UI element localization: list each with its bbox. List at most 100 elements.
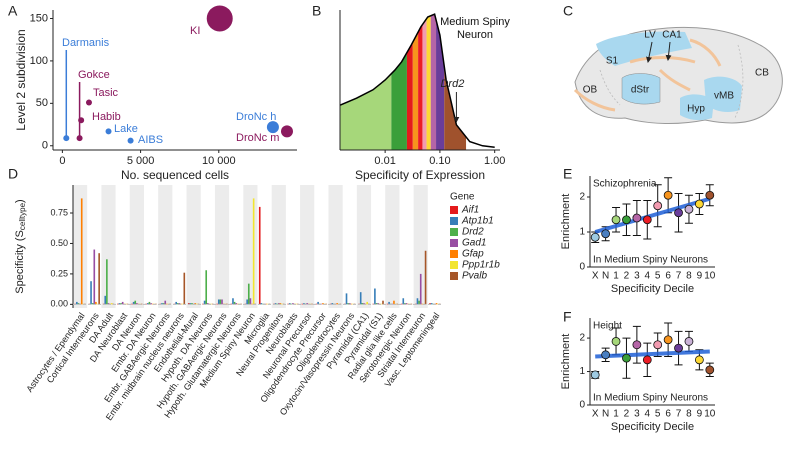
y-tick-label: 0.75 [50,207,68,217]
legend-swatch [450,228,458,236]
point [76,135,83,142]
y-tick-label: 1 [579,227,585,238]
point [694,355,704,365]
bar [251,303,253,305]
point [642,355,652,365]
point [601,229,611,239]
x-tick-label: 1 [613,271,619,282]
bar [416,298,419,305]
y-tick-label: 50 [36,97,48,109]
bar [98,253,100,305]
region-label: CB [755,68,769,79]
bar [258,206,261,305]
x-tick-label: 1 [613,409,619,420]
region-label: dStr [631,85,650,96]
x-axis-label: Specificity Decile [611,421,694,433]
bar [96,303,99,305]
bar [404,303,406,305]
x-tick-label: N [602,409,609,420]
bar [145,303,148,305]
x-tick-label: 9 [697,409,703,420]
x-tick-label: X [592,409,599,420]
point-label: KI [190,25,200,37]
bar [297,303,299,305]
bar [247,283,250,305]
bar [288,303,291,305]
bar [276,303,278,305]
legend-label: Ppp1r1b [462,260,500,271]
bar [374,288,376,305]
bar [380,303,383,305]
bar [107,303,110,305]
point [622,215,631,225]
point [684,337,694,346]
region-label: CA1 [662,30,682,41]
bar [90,281,92,305]
legend-label: Gad1 [462,238,486,249]
decile-band [444,66,467,150]
point [127,137,134,144]
legend-label: Drd2 [462,227,484,238]
annotation: In Medium Spiny Neurons [593,255,708,266]
legend-swatch [450,217,458,225]
decile-band [426,15,431,150]
bar [95,301,97,305]
bar [363,303,365,305]
point-label: AIBS [138,134,163,146]
bar [194,303,197,305]
point [653,201,663,211]
bar [429,303,431,305]
stripe [243,185,258,308]
bar [306,303,308,305]
region-label: OB [583,85,598,96]
bar [230,303,233,305]
bar [290,303,293,305]
bar [402,298,405,305]
bar [279,303,282,305]
decile-band [391,52,407,151]
y-axis-label: Specificity (Scelltype) [14,199,27,293]
y-tick-label: 0 [579,262,585,273]
point [590,370,600,380]
bar [202,303,204,305]
bar [331,303,334,305]
x-tick-label: 10 [704,409,716,420]
panel-letter: E [563,166,572,182]
bar [187,303,190,305]
bar [175,301,178,305]
point [674,208,683,218]
bar [226,303,228,305]
legend-label: Aif1 [461,205,479,216]
stripe [356,185,372,308]
bar [292,303,294,305]
bar [435,303,438,305]
y-axis-label-sub: celltype [18,202,27,230]
bar [120,303,122,305]
stripe [328,185,343,308]
annotation: Schizophrenia [593,179,657,190]
bar [418,300,420,305]
bar [336,303,338,305]
legend-title: Gene [450,192,475,203]
bar [232,298,234,305]
y-tick-label: 0 [42,140,48,152]
bar [136,303,138,305]
bar [350,303,353,305]
trend-line [594,196,711,234]
bar [221,299,223,305]
y-tick-label: 150 [30,12,48,24]
x-tick-label: 10 [704,271,716,282]
point [590,232,600,242]
y-axis-label: Enrichment [560,194,572,250]
region-label: vMB [714,91,734,102]
bar [301,303,304,305]
point-label: Lake [114,123,138,135]
decile-band [430,14,437,150]
panel-letter: B [312,3,321,19]
bar [210,303,212,305]
stripe [385,185,400,308]
bar [267,303,269,305]
bar [325,303,328,305]
bar [104,295,107,305]
